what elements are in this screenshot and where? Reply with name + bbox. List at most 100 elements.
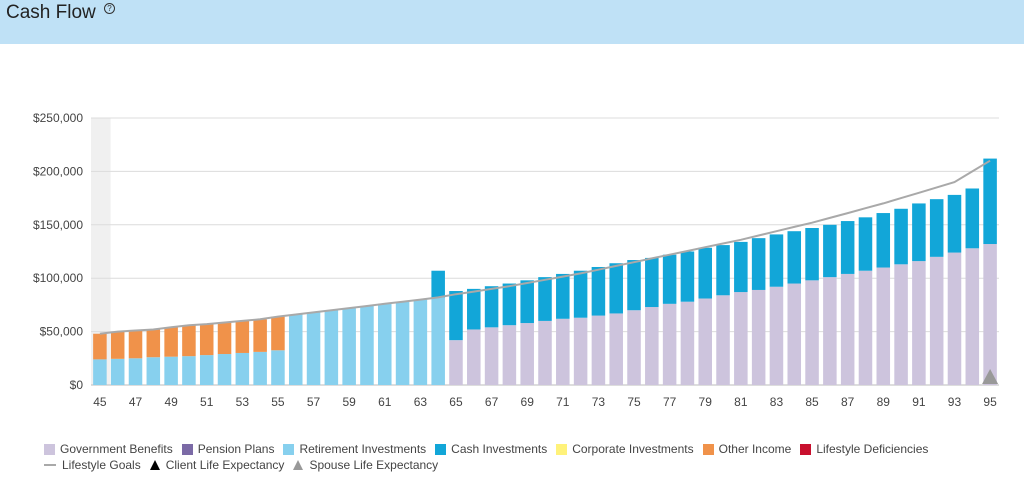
bar-segment [110, 331, 125, 359]
bar-segment [146, 357, 161, 385]
legend-label: Pension Plans [197, 442, 275, 456]
bar-segment [164, 327, 178, 357]
legend-item-spouse-life-expectancy[interactable]: Spouse Life Expectancy [293, 457, 438, 473]
bar-segment [680, 251, 695, 302]
legend-label: Other Income [718, 442, 792, 456]
bar-segment [662, 303, 677, 385]
x-tick-label: 81 [734, 395, 748, 409]
bar-segment [467, 329, 481, 385]
page-title: Cash Flow [6, 2, 96, 23]
x-tick-label: 69 [521, 395, 535, 409]
bar-segment [627, 310, 641, 385]
x-tick-label: 79 [699, 395, 713, 409]
legend-item-other-income[interactable]: Other Income [702, 441, 792, 457]
bar-segment [199, 355, 214, 385]
legend-swatch [556, 443, 568, 455]
bar-segment [609, 263, 623, 314]
bar-segment [858, 270, 873, 385]
x-tick-label: 89 [877, 395, 891, 409]
current-age-highlight [91, 118, 111, 385]
legend-label: Lifestyle Goals [62, 458, 141, 472]
bar-segment [271, 350, 285, 385]
cash-flow-chart: $0 $50,000 $100,000 $150,000 $200,000 $250,00… [33, 111, 999, 409]
bar-segment [912, 261, 926, 385]
y-tick-label: $250,000 [33, 111, 83, 125]
help-icon[interactable]: ? [104, 3, 115, 14]
legend-item-lifestyle-deficiencies[interactable]: Lifestyle Deficiencies [800, 441, 928, 457]
bar-segment [484, 286, 499, 328]
bar-segment [734, 241, 748, 293]
bar-segment [591, 315, 606, 385]
bar-segment [573, 270, 588, 318]
legend-label: Spouse Life Expectancy [309, 458, 439, 472]
bar-segment [965, 188, 980, 249]
bar-segment [217, 322, 232, 355]
legend-item-client-life-expectancy[interactable]: Client Life Expectancy [149, 457, 285, 473]
bar-segment [912, 203, 926, 262]
bar-segment [965, 248, 980, 385]
legend-label: Lifestyle Deficiencies [816, 442, 929, 456]
x-tick-label: 77 [663, 395, 677, 409]
legend-item-pension-plans[interactable]: Pension Plans [181, 441, 275, 457]
bar-segment [751, 238, 766, 290]
y-tick-label: $100,000 [33, 271, 83, 285]
x-tick-label: 83 [770, 395, 784, 409]
lifestyle-goals-line-icon [44, 464, 56, 466]
bar-segment [716, 295, 730, 385]
bar-segment [591, 266, 606, 316]
x-tick-label: 63 [414, 395, 428, 409]
bars [93, 158, 999, 385]
bar-segment [253, 351, 267, 385]
legend-label: Government Benefits [60, 442, 173, 456]
x-tick-label: 87 [841, 395, 855, 409]
bar-segment [538, 277, 552, 321]
legend-label: Cash Investments [451, 442, 548, 456]
legend-item-government-benefits[interactable]: Government Benefits [44, 441, 173, 457]
bar-segment [894, 208, 908, 265]
x-tick-label: 45 [93, 395, 107, 409]
bar-segment [93, 333, 107, 360]
legend-label: Client Life Expectancy [165, 458, 285, 472]
bar-segment [734, 292, 748, 385]
header-bar: Cash Flow ? [0, 0, 1024, 44]
bar-segment [556, 273, 570, 319]
x-tick-label: 57 [307, 395, 321, 409]
bar-segment [609, 313, 623, 385]
bar-segment [110, 358, 125, 385]
bar-segment [698, 298, 713, 385]
x-tick-label: 59 [342, 395, 356, 409]
bar-segment [769, 286, 784, 385]
bar-segment [929, 199, 944, 257]
x-tick-label: 49 [164, 395, 178, 409]
bar-segment [716, 245, 730, 296]
legend-item-corporate-investments[interactable]: Corporate Investments [556, 441, 694, 457]
bar-segment [413, 299, 428, 385]
legend-swatch [44, 443, 55, 455]
legend-item-retirement-investments[interactable]: Retirement Investments [283, 441, 426, 457]
legend-item-cash-investments[interactable]: Cash Investments [435, 441, 547, 457]
bar-segment [182, 325, 196, 357]
legend-swatch [435, 443, 447, 455]
x-tick-label: 75 [627, 395, 641, 409]
x-tick-label: 55 [271, 395, 285, 409]
bar-segment [947, 194, 962, 253]
bar-segment [698, 247, 713, 299]
bar-segment [751, 289, 766, 385]
bar-segment [858, 217, 873, 271]
bar-segment [645, 307, 659, 385]
bar-segment [662, 254, 677, 304]
bar-segment [395, 301, 410, 385]
bar-segment [556, 318, 570, 385]
legend-item-lifestyle-goals[interactable]: Lifestyle Goals [44, 457, 141, 473]
bar-segment [467, 288, 481, 330]
x-tick-label: 53 [236, 395, 250, 409]
bar-segment [502, 283, 517, 326]
legend-swatch [702, 443, 714, 455]
y-tick-label: $0 [70, 378, 84, 392]
bar-segment [645, 257, 659, 308]
x-tick-label: 61 [378, 395, 392, 409]
bar-segment [449, 291, 463, 341]
bar-segment [342, 308, 356, 385]
bar-segment [823, 277, 837, 385]
spouse-life-expectancy-marker [982, 369, 999, 384]
